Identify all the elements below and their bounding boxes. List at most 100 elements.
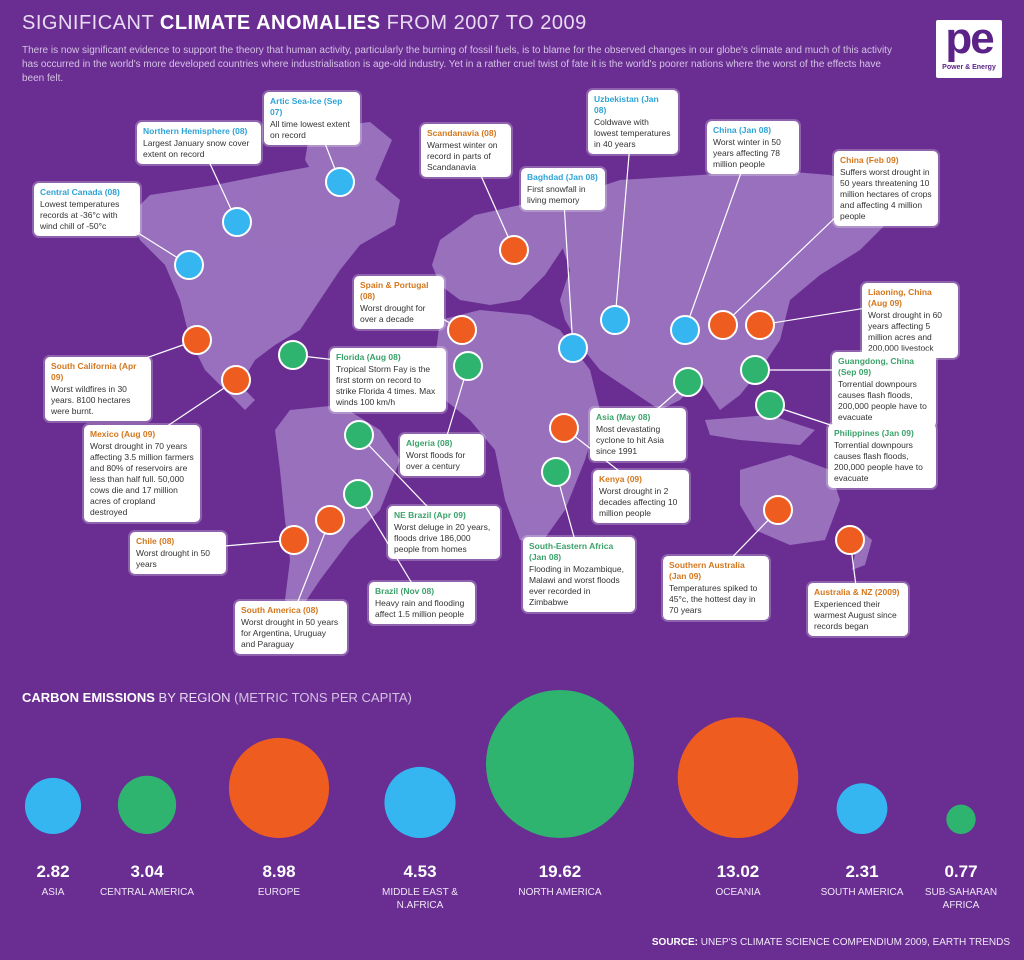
anomaly-title: Central Canada (08) (40, 187, 120, 197)
anomaly-title: South California (Apr 09) (51, 361, 137, 382)
anomaly-text: Worst drought in 50 years (136, 548, 211, 569)
emissions-heading-bold: CARBON EMISSIONS (22, 690, 155, 705)
anomaly-callout: Liaoning, China (Aug 09) Worst drought in… (862, 283, 958, 358)
anomaly-text: Most devastating cyclone to hit Asia sin… (596, 424, 665, 456)
new-zealand-landmass (852, 530, 872, 570)
anomaly-callout: NE Brazil (Apr 09) Worst deluge in 20 yea… (388, 506, 500, 559)
emission-value: 19.62 (538, 862, 582, 881)
anomaly-text: Largest January snow cover extent on rec… (143, 138, 250, 159)
anomaly-text: Experienced their warmest August since r… (814, 599, 897, 631)
intro-text: There is now significant evidence to sup… (22, 45, 892, 84)
anomaly-title: South America (08) (241, 605, 319, 615)
emission-region-label: MIDDLE EAST & N.AFRICA (382, 887, 458, 911)
emissions-heading-mid: BY REGION (154, 690, 235, 705)
anomaly-marker (453, 351, 483, 381)
anomaly-marker (600, 305, 630, 335)
anomaly-text: Worst drought in 2 decades affecting 10 … (599, 486, 678, 518)
anomaly-marker (740, 355, 770, 385)
emission-value: 3.04 (130, 862, 164, 881)
anomaly-title: Artic Sea-Ice (Sep 07) (270, 96, 343, 117)
pointer-line (562, 185, 574, 349)
emission-bubbles (24, 690, 976, 839)
anomaly-marker (182, 325, 212, 355)
anomaly-marker (755, 390, 785, 420)
anomaly-title: Northern Hemisphere (08) (143, 126, 248, 136)
anomaly-callout: Scandanavia (08) Warmest winter on record… (421, 124, 511, 177)
anomaly-marker (835, 525, 865, 555)
anomaly-title: Uzbekistan (Jan 08) (594, 94, 659, 115)
logo-mark: pe (945, 14, 994, 63)
anomaly-title: Algeria (08) (406, 438, 453, 448)
emission-bubble (24, 777, 82, 835)
anomaly-marker (670, 315, 700, 345)
emission-region-label: NORTH AMERICA (518, 887, 602, 898)
page-title: SIGNIFICANT CLIMATE ANOMALIES FROM 2007 … (22, 12, 587, 35)
australia-landmass (740, 455, 840, 545)
anomaly-callout: Florida (Aug 08) Tropical Storm Fay is th… (330, 348, 446, 412)
anomaly-callout: Philippines (Jan 09) Torrential downpours… (828, 424, 936, 488)
emission-value: 2.82 (36, 862, 70, 881)
anomaly-callout: South California (Apr 09) Worst wildfires… (45, 357, 151, 421)
anomaly-text: Heavy rain and flooding affect 1.5 milli… (375, 598, 465, 619)
anomaly-title: Mexico (Aug 09) (90, 429, 156, 439)
anomaly-text: Lowest temperatures records at -36°c wit… (40, 199, 120, 231)
anomaly-callout: Northern Hemisphere (08) Largest January … (137, 122, 261, 164)
anomaly-marker (708, 310, 738, 340)
anomaly-marker (315, 505, 345, 535)
anomaly-callout: Chile (08) Worst drought in 50 years (130, 532, 226, 574)
anomaly-text: First snowfall in living memory (527, 184, 586, 205)
anomaly-text: Worst winter in 50 years affecting 78 mi… (713, 137, 781, 169)
anomaly-callout: Asia (May 08) Most devastating cyclone to… (590, 408, 686, 461)
anomaly-callout: Mexico (Aug 09) Worst drought in 70 years… (84, 425, 200, 522)
anomaly-callout: Brazil (Nov 08) Heavy rain and flooding a… (369, 582, 475, 624)
emission-bubble (228, 737, 330, 838)
anomaly-marker (745, 310, 775, 340)
anomaly-markers (174, 167, 865, 555)
anomaly-text: Torrential downpours causes flash floods… (838, 379, 927, 422)
anomaly-callout: Central Canada (08) Lowest temperatures r… (34, 183, 140, 236)
emission-region-label: OCEANIA (715, 887, 761, 898)
anomaly-title: Brazil (Nov 08) (375, 586, 435, 596)
anomaly-callout: China (Feb 09) Suffers worst drought in 5… (834, 151, 938, 226)
anomaly-title: Baghdad (Jan 08) (527, 172, 598, 182)
continents (130, 122, 890, 610)
anomaly-text: Worst drought in 60 years affecting 5 mi… (868, 310, 943, 353)
anomaly-text: Coldwave with lowest temperatures in 40 … (594, 117, 671, 149)
anomaly-text: Worst drought in 50 years for Argentina,… (241, 617, 339, 649)
indonesia-landmass (705, 415, 815, 445)
anomaly-callout: China (Jan 08) Worst winter in 50 years a… (707, 121, 799, 174)
anomaly-marker (499, 235, 529, 265)
anomaly-marker (279, 525, 309, 555)
europe-landmass (432, 205, 565, 305)
anomaly-marker (763, 495, 793, 525)
anomaly-text: Flooding in Mozambique, Malawi and worst… (529, 564, 624, 607)
anomaly-title: NE Brazil (Apr 09) (394, 510, 466, 520)
anomaly-text: Worst deluge in 20 years, floods drive 1… (394, 522, 491, 554)
anomaly-title: Chile (08) (136, 536, 175, 546)
anomaly-title: Liaoning, China (Aug 09) (868, 287, 932, 308)
emission-region-label: SOUTH AMERICA (820, 887, 904, 898)
title-prefix: SIGNIFICANT (22, 12, 160, 34)
anomaly-marker (221, 365, 251, 395)
anomaly-text: Temperatures spiked to 45°c, the hottest… (669, 583, 758, 615)
anomaly-marker (174, 250, 204, 280)
emission-region-label: CENTRAL AMERICA (99, 887, 195, 898)
anomaly-text: Worst floods for over a century (406, 450, 466, 471)
anomaly-title: Philippines (Jan 09) (834, 428, 914, 438)
anomaly-callout: South-Eastern Africa (Jan 08) Flooding in… (523, 537, 635, 612)
anomaly-marker (549, 413, 579, 443)
source-text: UNEP'S CLIMATE SCIENCE COMPENDIUM 2009, … (700, 937, 1010, 948)
anomaly-title: Southern Australia (Jan 09) (669, 560, 745, 581)
emissions-heading: CARBON EMISSIONS BY REGION (METRIC TONS … (22, 690, 412, 705)
anomaly-text: Warmest winter on record in parts of Sca… (427, 140, 498, 172)
asia-landmass (560, 170, 890, 410)
emission-bubble (384, 766, 456, 838)
anomaly-title: Kenya (09) (599, 474, 642, 484)
anomaly-callout: Spain & Portugal (08) Worst drought for o… (354, 276, 444, 329)
anomaly-marker (673, 367, 703, 397)
anomaly-marker (278, 340, 308, 370)
emission-bubble (677, 717, 799, 839)
anomaly-text: All time lowest extent on record (270, 119, 350, 140)
anomaly-text: Suffers worst drought in 50 years threat… (840, 167, 932, 221)
anomaly-text: Worst drought for over a decade (360, 303, 426, 324)
